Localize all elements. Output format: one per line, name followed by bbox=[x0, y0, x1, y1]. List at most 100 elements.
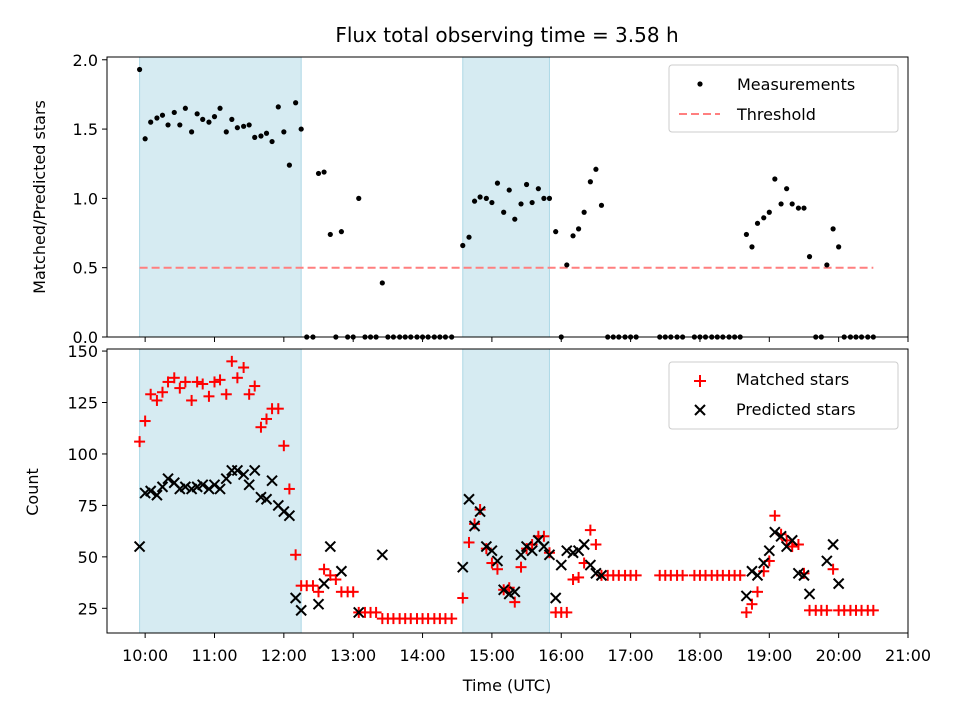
predicted-stars-point bbox=[526, 544, 538, 557]
measurement-point bbox=[263, 130, 270, 136]
predicted-stars-point bbox=[786, 534, 798, 547]
matched-stars-point bbox=[186, 394, 198, 406]
measurement-point bbox=[518, 201, 524, 207]
measurement-point bbox=[575, 226, 582, 232]
measurement-point bbox=[171, 109, 177, 116]
x-tick-label: 15:00 bbox=[469, 646, 515, 665]
predicted-stars-point bbox=[249, 464, 261, 477]
predicted-stars-point bbox=[543, 549, 556, 561]
matched-stars-point bbox=[469, 518, 481, 530]
observing-window-span bbox=[462, 56, 550, 338]
ratio-y-axis-label: Matched/Predicted stars bbox=[30, 100, 49, 294]
predicted-stars-point bbox=[260, 493, 273, 505]
matched-stars-point bbox=[139, 415, 151, 427]
x-tick-label: 14:00 bbox=[399, 646, 445, 665]
y-tick-label: 25 bbox=[78, 599, 98, 618]
matched-stars-point bbox=[272, 403, 284, 415]
predicted-stars-point bbox=[179, 481, 192, 493]
count-points bbox=[133, 355, 879, 625]
measurement-point bbox=[136, 66, 143, 73]
count-x-ticks: 10:00 11:00 12:00 13:00 14:00 15:00 16:00 17:00… bbox=[122, 633, 931, 665]
matched-stars-point bbox=[792, 539, 804, 551]
predicted-stars-point bbox=[237, 468, 250, 481]
measurement-point bbox=[379, 280, 385, 286]
predicted-stars-point bbox=[278, 505, 290, 518]
legend-matched-swatch bbox=[694, 375, 706, 387]
measurement-point bbox=[327, 231, 333, 238]
ratio-legend-box bbox=[668, 64, 899, 133]
predicted-stars-point bbox=[538, 540, 550, 553]
predicted-stars-point bbox=[515, 549, 527, 561]
matched-stars-point bbox=[347, 586, 359, 598]
y-tick-label: 75 bbox=[78, 496, 98, 515]
measurement-point bbox=[570, 233, 576, 239]
matched-stars-point bbox=[509, 596, 521, 608]
predicted-stars-point bbox=[283, 509, 296, 522]
predicted-stars-point bbox=[151, 489, 163, 501]
matched-stars-point bbox=[243, 388, 255, 400]
legend-predicted-label: Predicted stars bbox=[736, 400, 856, 419]
matched-stars-point bbox=[156, 386, 168, 398]
matched-stars-point bbox=[255, 421, 267, 433]
matched-stars-point bbox=[543, 547, 555, 559]
matched-stars-point bbox=[318, 563, 330, 575]
predicted-stars-point bbox=[468, 520, 481, 532]
matched-stars-point bbox=[249, 380, 261, 392]
count-legend: Matched stars Predicted stars bbox=[668, 361, 899, 430]
measurement-point bbox=[234, 125, 240, 131]
matched-stars-point bbox=[313, 586, 325, 598]
measurement-point bbox=[229, 116, 235, 122]
x-tick-label: 17:00 bbox=[608, 646, 654, 665]
matched-stars-point bbox=[474, 504, 486, 516]
measurement-point bbox=[581, 209, 587, 215]
predicted-stars-point bbox=[595, 569, 608, 582]
predicted-stars-point bbox=[463, 493, 475, 505]
predicted-stars-point bbox=[335, 565, 348, 577]
measurement-point bbox=[321, 169, 327, 175]
predicted-stars-point bbox=[821, 555, 833, 567]
matched-stars-point bbox=[370, 606, 382, 618]
measurement-point bbox=[523, 181, 530, 188]
measurement-point bbox=[778, 201, 784, 207]
matched-stars-point bbox=[827, 563, 839, 575]
predicted-stars-point bbox=[266, 475, 278, 487]
predicted-stars-point bbox=[497, 584, 510, 596]
measurement-point bbox=[494, 180, 501, 186]
matched-stars-point bbox=[203, 390, 215, 402]
measurement-point bbox=[512, 216, 518, 222]
matched-stars-point bbox=[630, 569, 642, 581]
measurement-point bbox=[553, 229, 559, 235]
matched-stars-point bbox=[740, 606, 752, 618]
predicted-stars-point bbox=[555, 559, 567, 571]
measurement-point bbox=[258, 133, 264, 139]
measurement-point bbox=[356, 195, 362, 201]
measurement-point bbox=[529, 199, 535, 206]
measurement-point bbox=[148, 119, 154, 125]
x-tick-label: 12:00 bbox=[261, 646, 307, 665]
matched-stars-point bbox=[261, 413, 273, 425]
x-tick-label: 10:00 bbox=[122, 646, 168, 665]
y-tick-label: 50 bbox=[78, 548, 98, 567]
predicted-stars-point bbox=[758, 557, 770, 569]
count-panel: 10:00 11:00 12:00 13:00 14:00 15:00 16:00 17:00… bbox=[23, 342, 931, 695]
measurement-point bbox=[275, 104, 281, 110]
measurement-point bbox=[217, 105, 223, 111]
predicted-stars-point bbox=[746, 565, 758, 577]
observing-windows bbox=[139, 56, 550, 338]
measurement-point bbox=[743, 231, 750, 238]
measurement-point bbox=[587, 179, 593, 185]
matched-stars-point bbox=[769, 510, 781, 522]
y-tick-label: 2.0 bbox=[73, 51, 98, 70]
measurement-point bbox=[165, 122, 171, 128]
matched-stars-point bbox=[145, 388, 157, 400]
matched-stars-point bbox=[324, 569, 336, 581]
measurement-point bbox=[471, 198, 478, 204]
matched-stars-point bbox=[162, 376, 174, 388]
measurement-point bbox=[194, 111, 200, 117]
measurement-point bbox=[206, 119, 212, 125]
count-legend-box bbox=[668, 361, 899, 430]
measurement-point bbox=[200, 116, 206, 122]
measurement-point bbox=[211, 114, 218, 120]
measurement-point bbox=[593, 166, 599, 172]
y-tick-label: 1.5 bbox=[73, 120, 98, 139]
